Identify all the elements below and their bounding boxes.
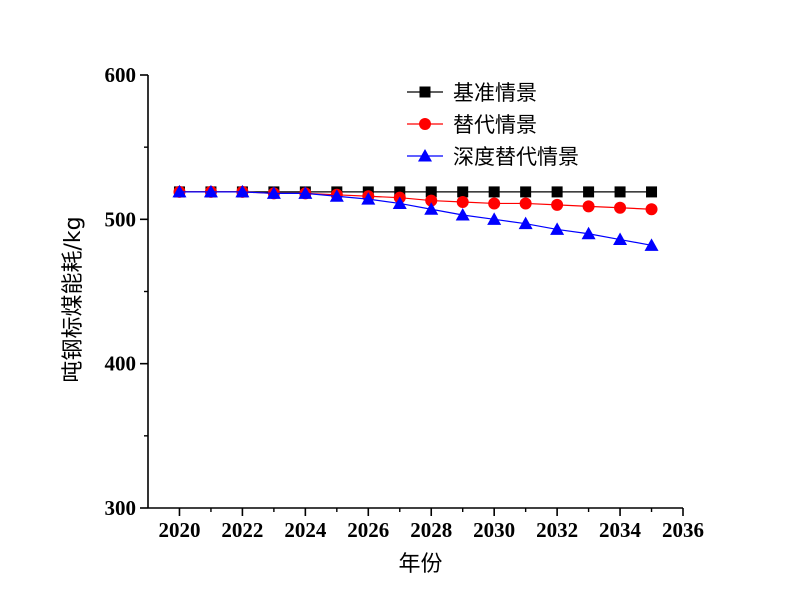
legend-label: 替代情景 <box>453 113 537 137</box>
x-tick-label: 2022 <box>221 518 263 542</box>
y-tick-label: 500 <box>105 207 137 231</box>
data-point <box>424 202 439 215</box>
data-point <box>518 216 533 230</box>
y-tick-label: 300 <box>105 496 137 520</box>
data-point <box>425 186 437 198</box>
data-point <box>520 186 532 198</box>
x-tick-label: 2032 <box>536 518 578 542</box>
series-layer <box>172 184 659 251</box>
data-point <box>614 186 626 198</box>
x-tick-label: 2036 <box>662 518 704 542</box>
data-point <box>457 186 469 198</box>
x-tick-label: 2030 <box>473 518 515 542</box>
x-tick-label: 2026 <box>347 518 389 542</box>
data-point <box>425 194 438 207</box>
series-3 <box>172 184 659 251</box>
data-point <box>329 189 344 202</box>
data-point <box>266 186 281 199</box>
legend-item: 基准情景 <box>407 81 537 105</box>
data-point <box>361 192 376 205</box>
data-point <box>519 197 532 210</box>
data-point <box>583 186 595 198</box>
data-point <box>550 222 565 235</box>
data-point <box>613 232 628 246</box>
data-point <box>582 200 595 213</box>
legend-item: 深度替代情景 <box>407 145 579 169</box>
legend-marker <box>418 149 432 162</box>
data-point <box>488 197 501 210</box>
data-point <box>488 186 500 198</box>
data-point <box>551 198 564 211</box>
x-tick-label: 2024 <box>284 518 327 542</box>
data-point <box>298 186 313 199</box>
data-point <box>644 238 659 251</box>
data-point <box>203 184 218 198</box>
data-point <box>645 203 658 216</box>
legend-label: 深度替代情景 <box>453 145 579 169</box>
x-tick-label: 2020 <box>158 518 200 542</box>
data-point <box>646 186 658 198</box>
data-point <box>235 184 250 198</box>
data-point <box>614 201 627 214</box>
y-axis-title: 吨钢标煤能耗/kg <box>61 216 86 382</box>
series-line <box>179 191 652 246</box>
data-point <box>456 196 469 209</box>
x-axis-title: 年份 <box>398 552 442 577</box>
x-tick-label: 2034 <box>599 518 642 542</box>
axes: 300 400 500 600 2020 2022 2024 2026 2028 2030 2032… <box>105 63 705 542</box>
legend-label: 基准情景 <box>453 81 537 105</box>
data-point <box>172 184 187 198</box>
data-point <box>551 186 563 198</box>
legend-marker <box>419 86 431 98</box>
y-tick-label: 600 <box>105 63 137 87</box>
data-point <box>455 208 470 221</box>
y-tick-label: 400 <box>105 352 137 376</box>
data-point <box>487 212 502 225</box>
legend-marker <box>419 118 431 130</box>
data-point <box>581 226 596 240</box>
legend-item: 替代情景 <box>407 113 537 137</box>
x-tick-label: 2028 <box>410 518 452 542</box>
data-point <box>392 196 407 209</box>
